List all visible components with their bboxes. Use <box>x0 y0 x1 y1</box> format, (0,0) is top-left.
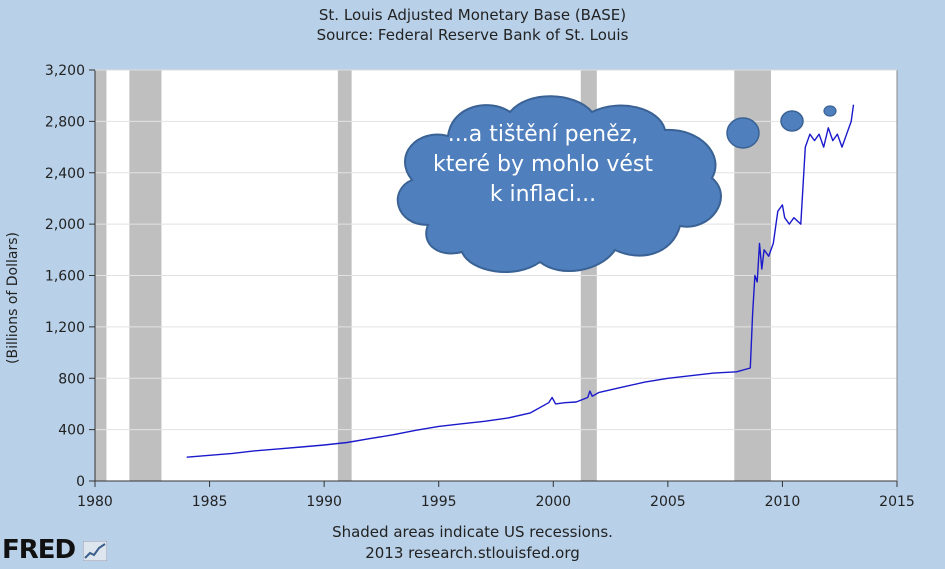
series-line <box>186 104 855 458</box>
bubble-dot-large <box>726 117 760 149</box>
speech-bubble-text: ...a tištění peněz, které by mohlo vést … <box>432 122 653 207</box>
x-tick-label: 1980 <box>77 494 113 510</box>
x-tick-label: 1990 <box>306 494 342 510</box>
y-tick-label: 400 <box>58 423 85 439</box>
y-tick-label: 2,800 <box>45 114 85 130</box>
y-tick-label: 1,600 <box>45 269 85 285</box>
bubble-dot-small <box>823 105 837 117</box>
y-tick-label: 2,000 <box>45 217 85 233</box>
x-tick-label: 2005 <box>650 494 686 510</box>
bubble-dot-medium <box>780 110 804 132</box>
y-tick-label: 3,200 <box>45 63 85 79</box>
y-tick-label: 2,400 <box>45 166 85 182</box>
chart-title: St. Louis Adjusted Monetary Base (BASE) <box>318 6 627 24</box>
y-tick-label: 1,200 <box>45 320 85 336</box>
footer-note: Shaded areas indicate US recessions. <box>332 523 613 541</box>
footer-source: 2013 research.stlouisfed.org <box>365 544 580 562</box>
x-tick-label: 2015 <box>879 494 915 510</box>
fred-logo: FRED <box>2 535 108 565</box>
y-axis-label: (Billions of Dollars) <box>5 232 21 364</box>
x-tick-label: 2000 <box>535 494 571 510</box>
chart-subtitle: Source: Federal Reserve Bank of St. Loui… <box>316 26 629 44</box>
y-tick-label: 0 <box>76 474 85 490</box>
y-tick-label: 800 <box>58 371 85 387</box>
x-tick-label: 2010 <box>765 494 801 510</box>
logo-graph-icon <box>82 540 108 561</box>
thought-bubble <box>396 95 722 274</box>
x-tick-label: 1995 <box>421 494 457 510</box>
x-tick-label: 1985 <box>192 494 228 510</box>
logo-text: FRED <box>2 535 76 565</box>
